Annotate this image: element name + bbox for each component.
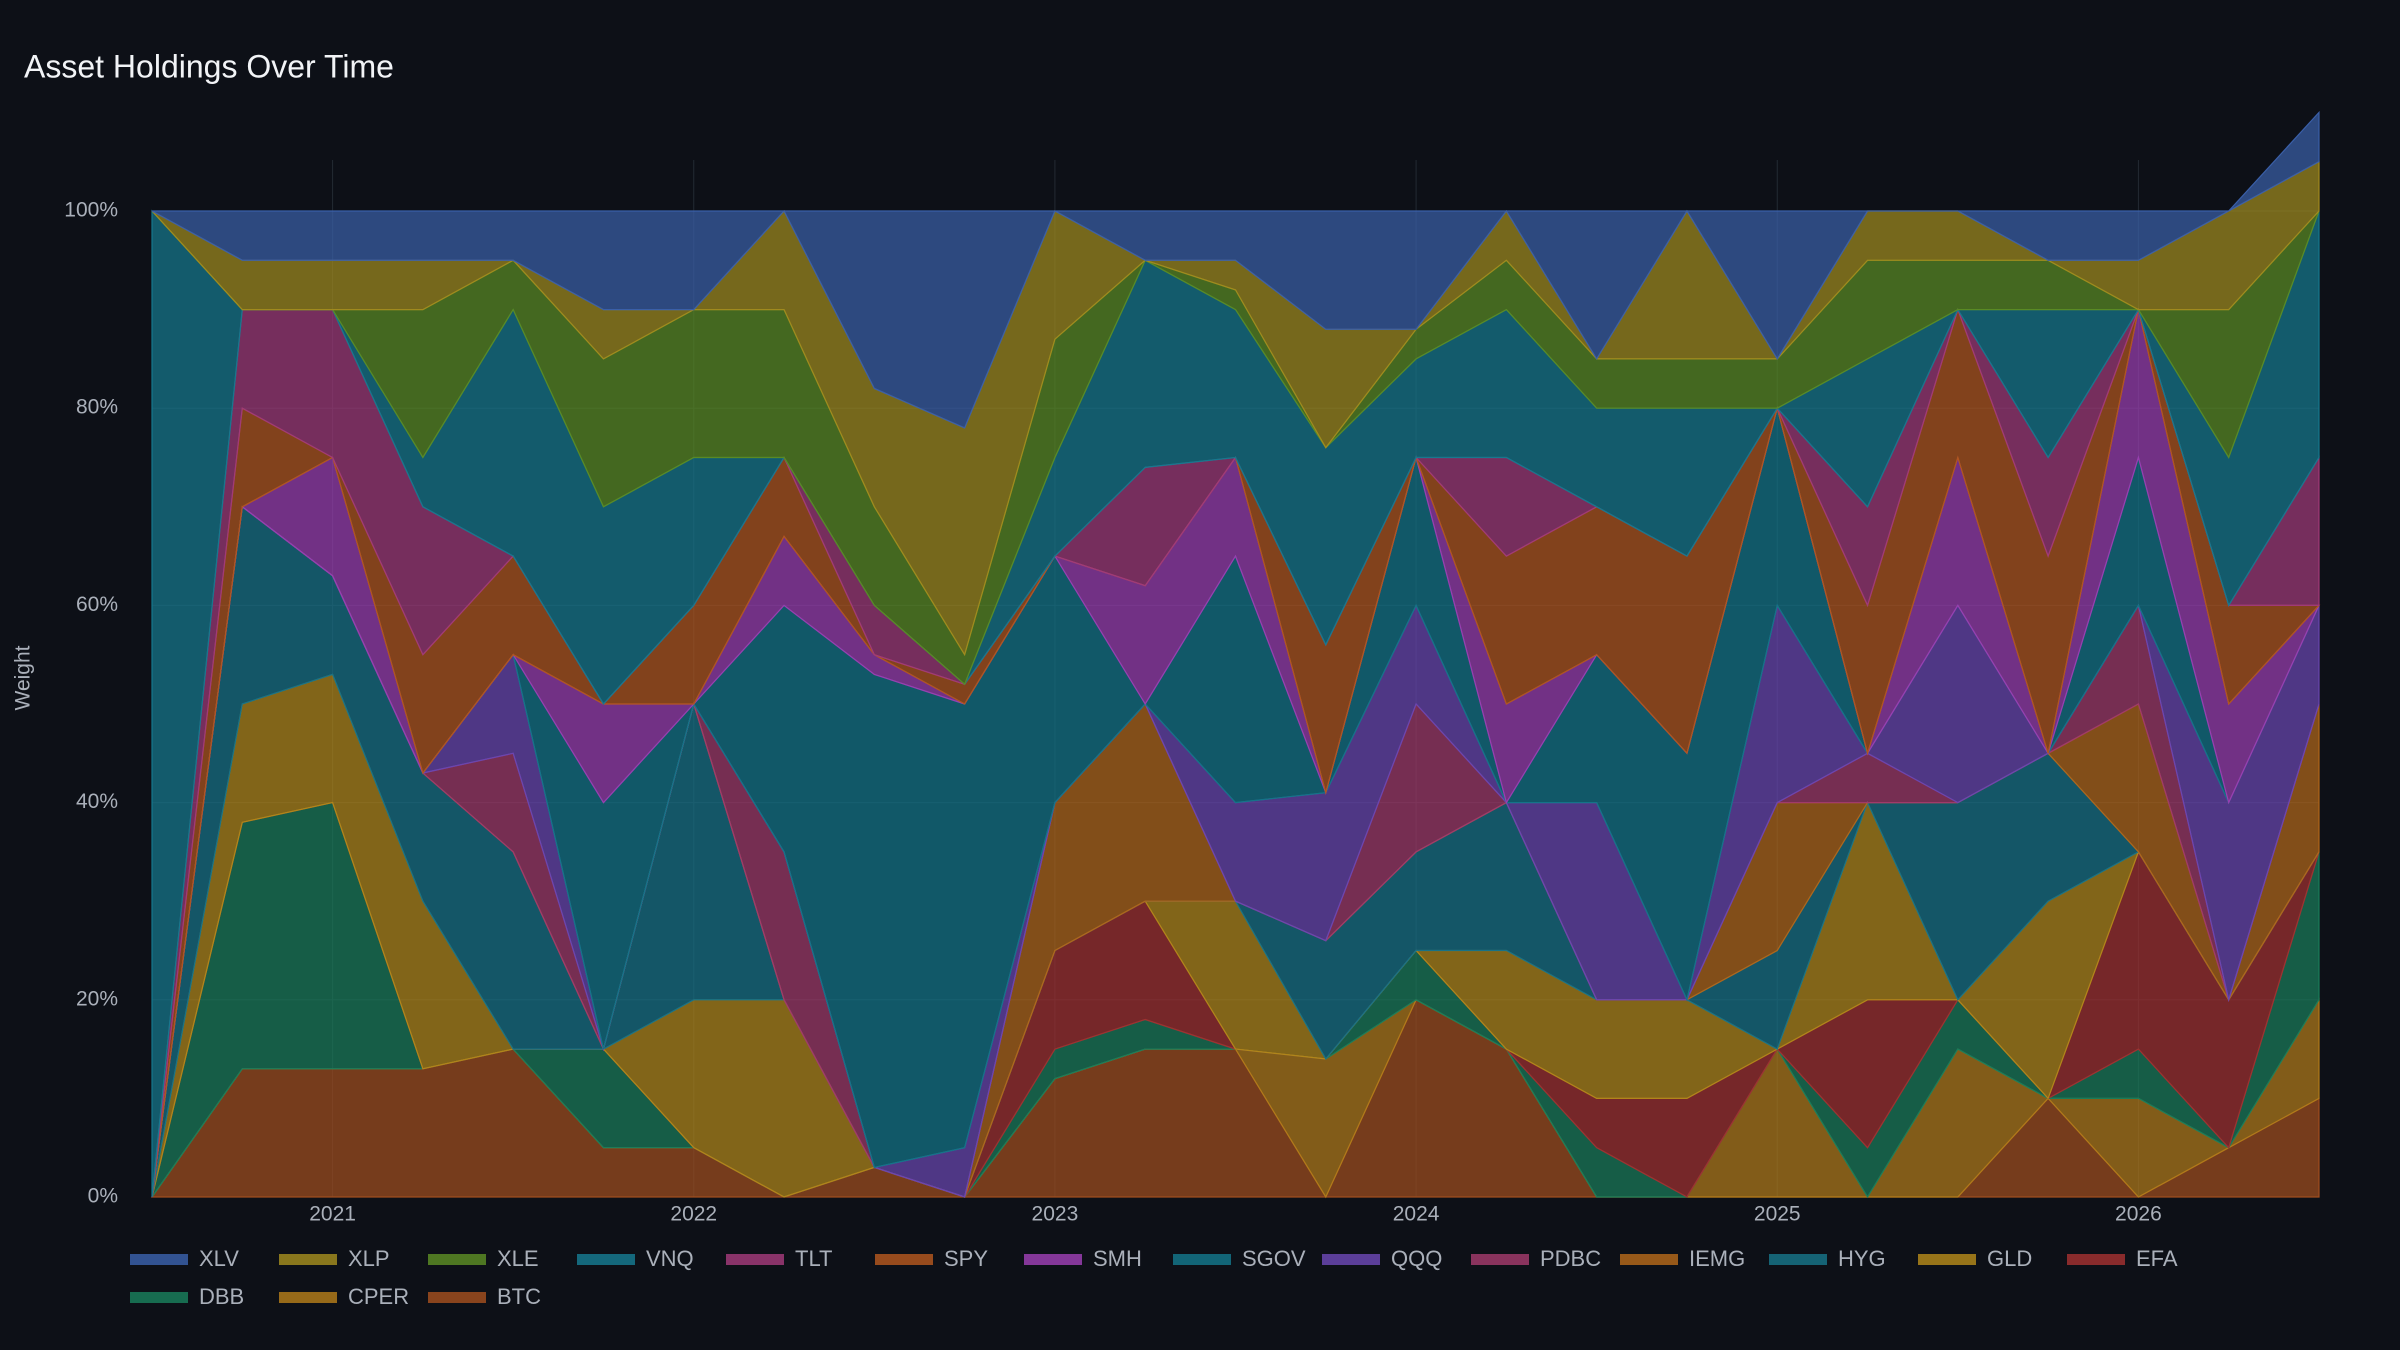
legend-swatch bbox=[1322, 1254, 1380, 1265]
chart-title: Asset Holdings Over Time bbox=[24, 48, 394, 84]
legend-swatch bbox=[130, 1254, 188, 1265]
legend-label: XLE bbox=[497, 1246, 539, 1271]
legend-swatch bbox=[726, 1254, 784, 1265]
x-tick-label: 2023 bbox=[1032, 1203, 1079, 1226]
legend-swatch bbox=[428, 1254, 486, 1265]
legend-label: CPER bbox=[348, 1284, 409, 1309]
x-tick-label: 2024 bbox=[1393, 1203, 1440, 1226]
legend-swatch bbox=[875, 1254, 933, 1265]
legend-label: DBB bbox=[199, 1284, 244, 1309]
y-axis-label: Weight bbox=[12, 645, 35, 710]
x-tick-label: 2026 bbox=[2115, 1203, 2162, 1226]
legend-swatch bbox=[2067, 1254, 2125, 1265]
x-tick-label: 2021 bbox=[309, 1203, 356, 1226]
legend-swatch bbox=[1769, 1254, 1827, 1265]
legend-label: XLP bbox=[348, 1246, 390, 1271]
y-tick-label: 0% bbox=[88, 1185, 118, 1208]
legend-label: GLD bbox=[1987, 1246, 2032, 1271]
legend-swatch bbox=[1620, 1254, 1678, 1265]
legend-swatch bbox=[428, 1292, 486, 1303]
y-tick-label: 20% bbox=[76, 987, 118, 1010]
area bbox=[151, 110, 2320, 429]
legend-swatch bbox=[130, 1292, 188, 1303]
y-tick-label: 40% bbox=[76, 790, 118, 813]
legend: XLV XLP XLE VNQ TLT SPY SMH SGOV QQQ PDBC IEMG HYG G… bbox=[130, 1246, 2178, 1309]
y-tick-label: 80% bbox=[76, 396, 118, 419]
legend-label: EFA bbox=[2136, 1246, 2178, 1271]
legend-label: BTC bbox=[497, 1284, 541, 1309]
legend-swatch bbox=[1024, 1254, 1082, 1265]
legend-label: IEMG bbox=[1689, 1246, 1745, 1271]
axes: 0% 20% 40% 60% 80% 100% 2021 2022 2023 2024 2025 20… bbox=[64, 199, 2161, 1226]
legend-label: PDBC bbox=[1540, 1246, 1601, 1271]
legend-swatch bbox=[1173, 1254, 1231, 1265]
areas bbox=[150, 110, 2321, 1199]
legend-swatch bbox=[1471, 1254, 1529, 1265]
legend-label: VNQ bbox=[646, 1246, 694, 1271]
legend-swatch bbox=[279, 1292, 337, 1303]
legend-label: HYG bbox=[1838, 1246, 1886, 1271]
y-tick-label: 60% bbox=[76, 593, 118, 616]
legend-label: TLT bbox=[795, 1246, 832, 1271]
legend-swatch bbox=[577, 1254, 635, 1265]
y-tick-label: 100% bbox=[64, 199, 118, 222]
x-tick-label: 2025 bbox=[1754, 1203, 1801, 1226]
legend-label: SPY bbox=[944, 1246, 988, 1271]
legend-label: XLV bbox=[199, 1246, 239, 1271]
legend-label: SGOV bbox=[1242, 1246, 1306, 1271]
legend-swatch bbox=[279, 1254, 337, 1265]
legend-swatch bbox=[1918, 1254, 1976, 1265]
legend-label: SMH bbox=[1093, 1246, 1142, 1271]
x-tick-label: 2022 bbox=[670, 1203, 717, 1226]
legend-label: QQQ bbox=[1391, 1246, 1442, 1271]
